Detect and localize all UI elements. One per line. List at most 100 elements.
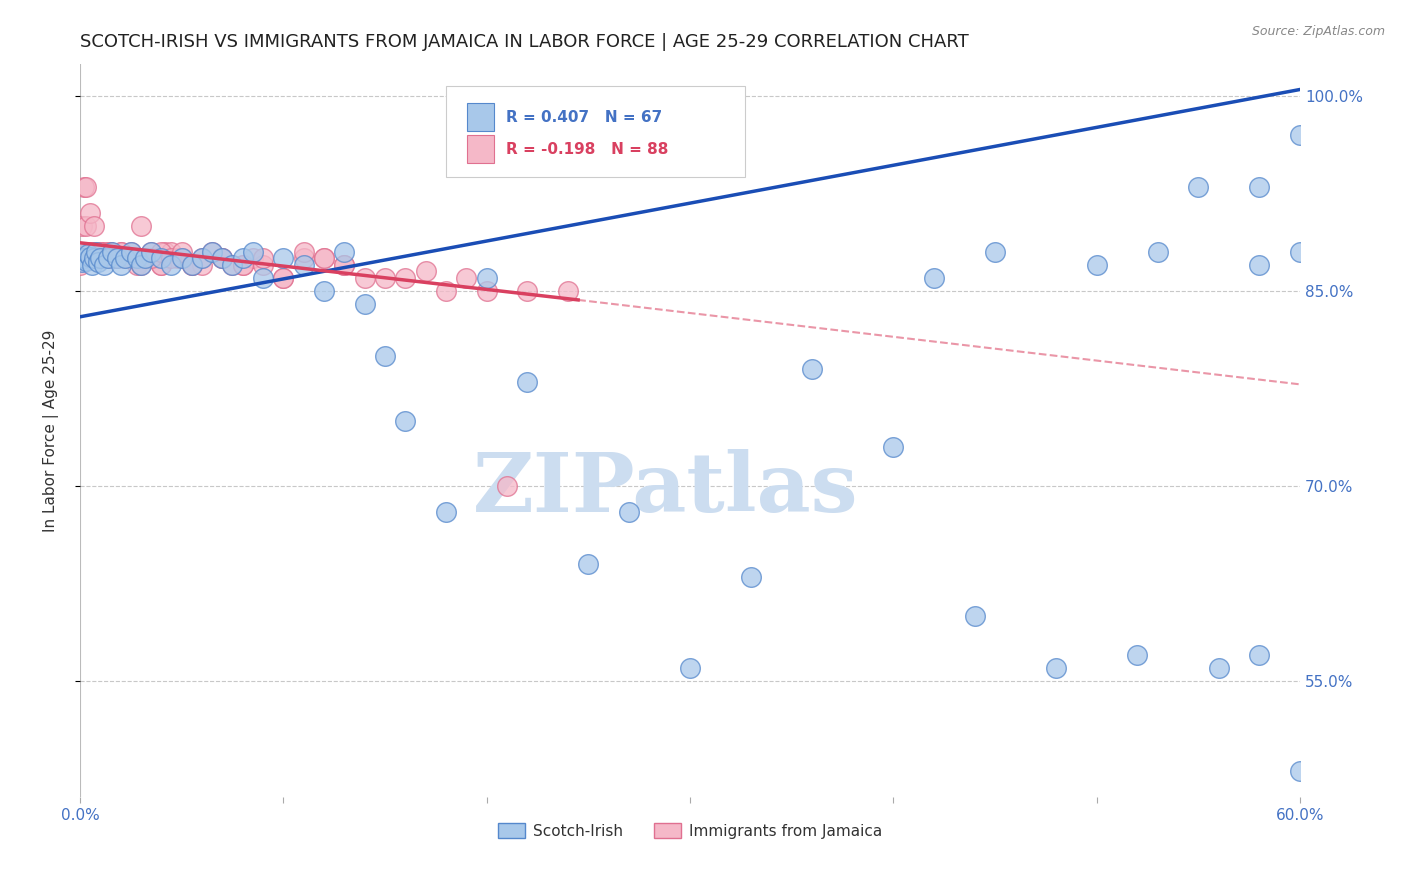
Point [180,258,202,272]
Point [82,258,104,272]
Point [475,270,498,285]
Point [1126,648,1149,662]
Text: ZIPatlas: ZIPatlas [472,450,858,529]
Point [93,258,115,272]
Point [312,284,335,298]
Point [79,206,101,220]
Point [83,219,105,233]
Point [75,180,97,194]
Point [191,252,214,266]
Point [75,219,97,233]
Point [114,252,136,266]
Point [333,258,356,272]
Point [150,258,173,272]
Point [83,252,105,266]
Point [394,270,416,285]
Point [84,244,107,259]
Point [922,270,945,285]
Point [353,270,375,285]
Point [134,252,156,266]
Point [1187,180,1209,194]
Point [374,349,396,363]
Point [170,252,193,266]
Point [456,270,478,285]
Point [394,414,416,428]
Point [79,250,101,264]
Point [120,244,142,259]
Point [77,244,100,259]
Point [434,284,457,298]
Point [1249,180,1271,194]
Point [475,284,498,298]
Point [70,244,93,259]
Point [353,297,375,311]
Point [146,252,169,266]
Point [557,284,579,298]
Text: R = -0.198   N = 88: R = -0.198 N = 88 [506,142,668,157]
Point [120,252,142,266]
Point [75,254,97,268]
Point [201,244,224,259]
Point [252,258,274,272]
FancyBboxPatch shape [467,103,494,131]
Point [91,244,114,259]
Point [211,252,233,266]
Point [160,244,183,259]
Point [1085,258,1108,272]
Point [73,244,96,259]
Point [75,252,97,266]
Point [211,252,233,266]
Point [84,244,107,259]
Point [221,258,243,272]
Point [160,258,183,272]
Point [114,252,136,266]
Point [242,244,264,259]
Point [77,252,100,266]
Point [105,252,128,266]
Point [139,244,162,259]
Point [73,180,96,194]
Point [93,252,115,266]
Point [79,244,101,259]
Text: Source: ZipAtlas.com: Source: ZipAtlas.com [1251,25,1385,38]
Point [97,252,120,266]
Point [96,244,118,259]
Point [87,255,110,269]
Point [110,258,132,272]
Point [82,252,104,266]
Point [252,252,274,266]
Point [1249,648,1271,662]
Point [1289,244,1312,259]
Point [89,252,111,266]
Point [150,252,173,266]
Point [271,270,294,285]
Point [180,258,202,272]
Point [83,252,105,266]
Point [139,252,162,266]
Point [139,244,162,259]
Point [82,252,104,266]
Point [150,244,173,259]
Point [69,258,91,272]
Point [232,258,254,272]
Point [882,440,904,454]
Point [201,244,224,259]
Point [180,258,202,272]
Point [87,252,110,266]
Point [97,252,120,266]
Point [1289,128,1312,142]
Legend: Scotch-Irish, Immigrants from Jamaica: Scotch-Irish, Immigrants from Jamaica [492,817,889,845]
Point [150,258,173,272]
Point [516,375,538,389]
Point [415,264,437,278]
Point [70,255,93,269]
Point [292,252,315,266]
Point [100,244,122,259]
Point [374,270,396,285]
Point [617,505,640,519]
Point [89,244,111,259]
Point [69,252,91,266]
Point [1289,764,1312,779]
Point [170,244,193,259]
Point [73,252,96,266]
